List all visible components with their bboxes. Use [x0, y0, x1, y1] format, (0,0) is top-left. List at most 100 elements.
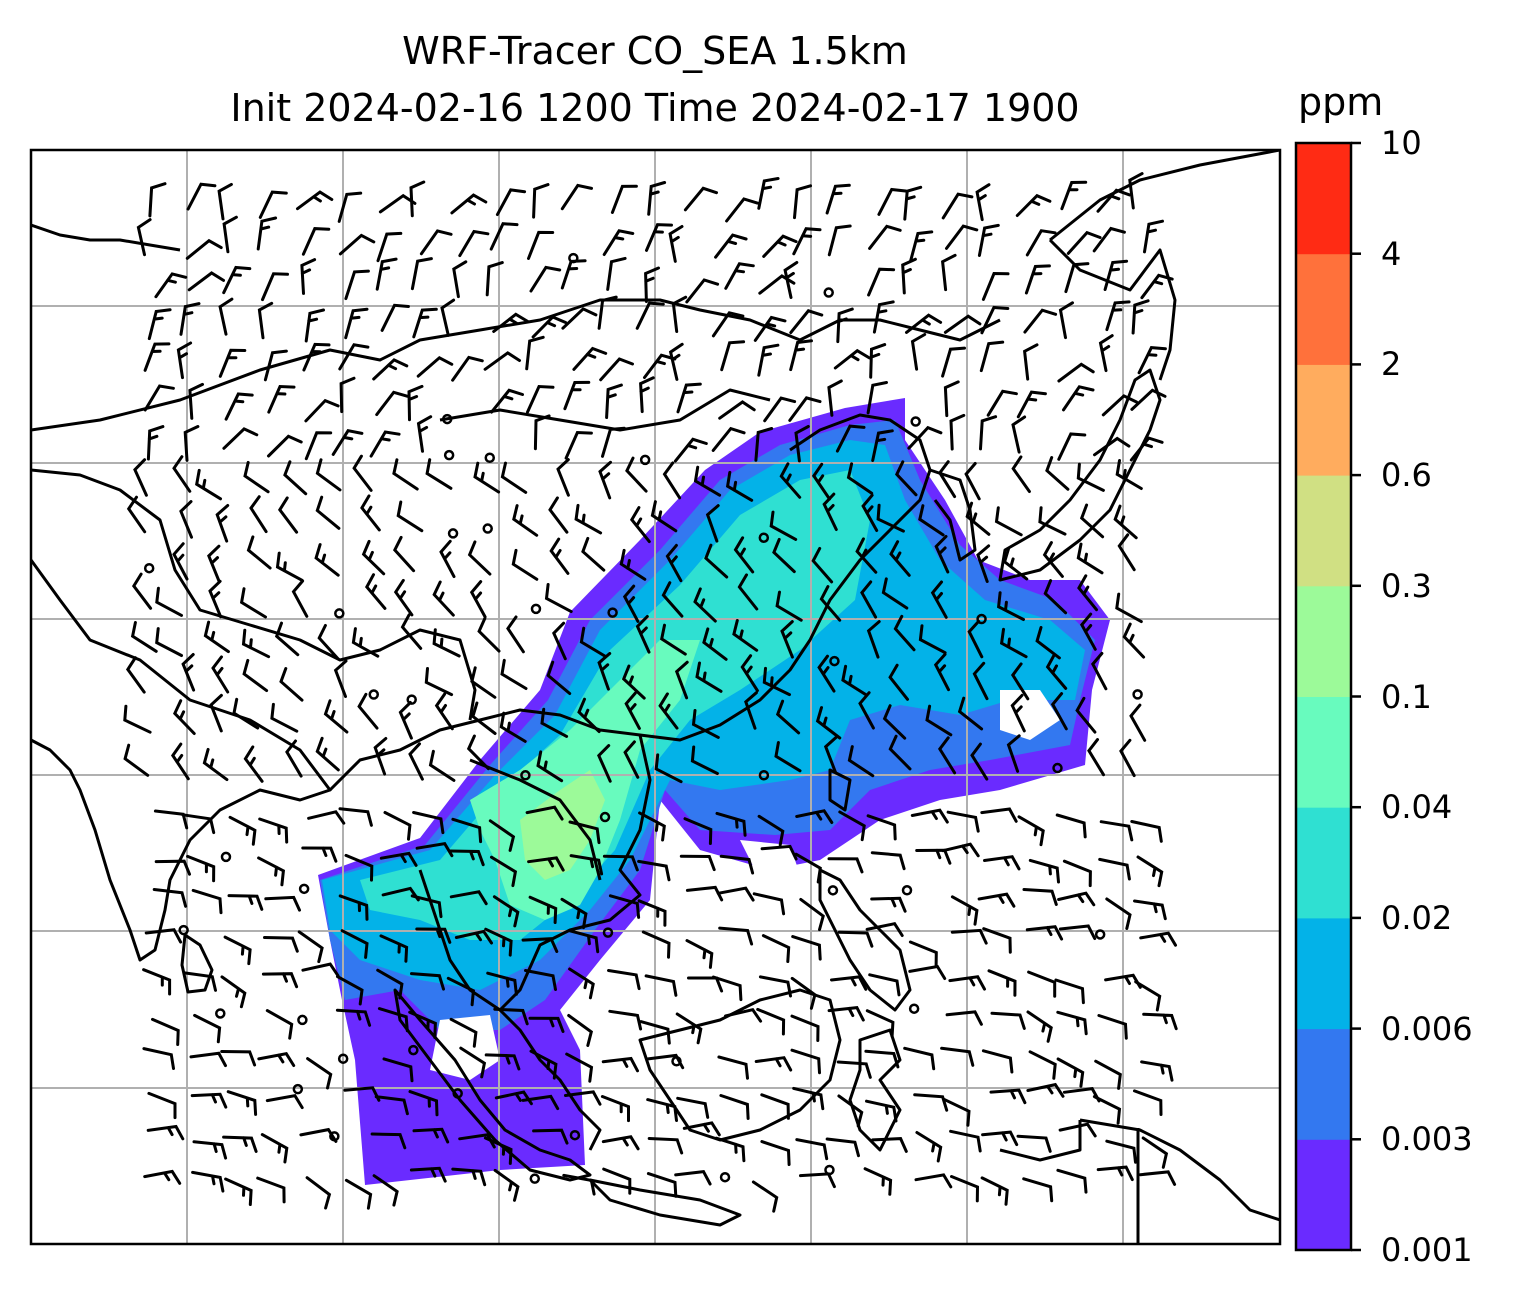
wind-barb — [532, 183, 550, 219]
wind-barb — [946, 810, 980, 833]
wind-barb — [490, 855, 518, 888]
wind-barb — [270, 702, 299, 733]
wind-barb — [704, 543, 729, 579]
wind-barb — [744, 691, 758, 730]
wind-barb — [1141, 1136, 1169, 1169]
wind-barb — [193, 1013, 222, 1044]
wind-barb — [1096, 188, 1132, 213]
wind-barb — [685, 278, 720, 304]
wind-barb — [872, 300, 895, 334]
wind-barb — [711, 426, 746, 452]
wind-barb — [338, 343, 370, 371]
wind-barb — [222, 427, 259, 450]
wind-barb — [483, 1136, 513, 1165]
wind-barb — [561, 307, 598, 330]
wind-barb — [836, 307, 854, 344]
wind-barb — [918, 504, 945, 537]
calm-wind-marker — [520, 770, 531, 781]
wind-barb — [556, 458, 570, 497]
wind-barb — [799, 1172, 836, 1189]
wind-barb — [1058, 1122, 1097, 1138]
wind-barb — [981, 271, 1010, 301]
wind-barb — [758, 274, 796, 295]
wind-barb — [446, 976, 475, 1007]
wind-barb — [315, 495, 341, 530]
wind-barb — [753, 315, 787, 342]
wind-barb — [1133, 899, 1167, 921]
wind-barb — [432, 628, 461, 658]
wind-barb — [265, 1009, 294, 1040]
wind-barb — [364, 573, 387, 610]
wind-barb — [486, 971, 518, 996]
wind-barb — [1092, 1095, 1122, 1125]
wind-barb — [315, 458, 342, 492]
wind-barb — [338, 807, 373, 827]
wind-barb — [675, 1012, 703, 1045]
wind-barb — [1115, 459, 1143, 490]
wind-barb — [665, 543, 683, 583]
wind-barb — [623, 740, 640, 779]
wind-barb — [608, 1009, 643, 1031]
wind-barb — [673, 437, 708, 463]
wind-barb — [432, 580, 455, 617]
wind-barb — [1137, 346, 1167, 375]
wind-barb — [811, 546, 834, 584]
wind-barb — [315, 736, 340, 772]
wind-barb — [903, 1046, 936, 1071]
wind-barb — [639, 1020, 671, 1045]
wind-barb — [717, 1055, 749, 1080]
wind-barb — [560, 259, 587, 290]
wind-barb — [601, 426, 626, 458]
wind-barb — [263, 936, 299, 953]
map-title-line-2: Init 2024-02-16 1200 Time 2024-02-17 190… — [230, 86, 1080, 130]
wind-barb — [425, 458, 453, 490]
wind-barb — [335, 1008, 372, 1027]
wind-barb — [1113, 504, 1138, 540]
wind-barb — [1103, 259, 1129, 291]
wind-barb — [339, 376, 356, 414]
wind-barb — [351, 627, 380, 658]
wind-barb — [181, 653, 196, 692]
wind-barb — [1026, 1010, 1053, 1043]
wind-barb — [1097, 1014, 1128, 1040]
wind-barb — [490, 388, 524, 414]
wind-barb — [957, 696, 984, 731]
wind-barb — [606, 256, 627, 291]
wind-barb — [1129, 703, 1147, 742]
wind-barb — [567, 929, 600, 954]
wind-barb — [732, 619, 759, 652]
wind-barb — [297, 930, 324, 964]
wind-barb — [915, 848, 952, 865]
wind-barb — [822, 492, 838, 531]
calm-wind-marker — [1132, 689, 1143, 700]
wind-barb — [449, 890, 488, 906]
wind-barb — [819, 585, 842, 622]
wind-barb — [827, 1005, 865, 1022]
calm-wind-marker — [298, 883, 310, 895]
wind-barb — [1098, 334, 1114, 373]
wind-barb — [790, 1014, 820, 1042]
wind-barb — [724, 1008, 763, 1023]
wind-barb — [981, 1130, 1019, 1147]
wind-barb — [662, 461, 682, 500]
wind-barb — [506, 615, 525, 654]
wind-barb — [644, 974, 678, 997]
wind-barb — [154, 859, 191, 876]
wind-barb — [466, 734, 490, 771]
wind-barb — [1143, 219, 1164, 254]
wind-barb — [291, 579, 309, 618]
wind-barb — [621, 664, 646, 700]
wind-barb — [331, 429, 364, 456]
wind-barb — [994, 506, 1023, 537]
wind-barb — [933, 652, 950, 692]
wind-barb — [754, 427, 774, 462]
wind-barb — [301, 962, 340, 978]
wind-barb — [301, 846, 338, 863]
wind-barbs — [123, 172, 1178, 1213]
wind-barb — [846, 462, 874, 495]
wind-barb — [488, 819, 516, 852]
wind-barb — [170, 742, 190, 781]
wind-barb — [999, 627, 1028, 659]
calm-wind-marker — [607, 607, 618, 618]
wind-barb — [624, 691, 641, 730]
